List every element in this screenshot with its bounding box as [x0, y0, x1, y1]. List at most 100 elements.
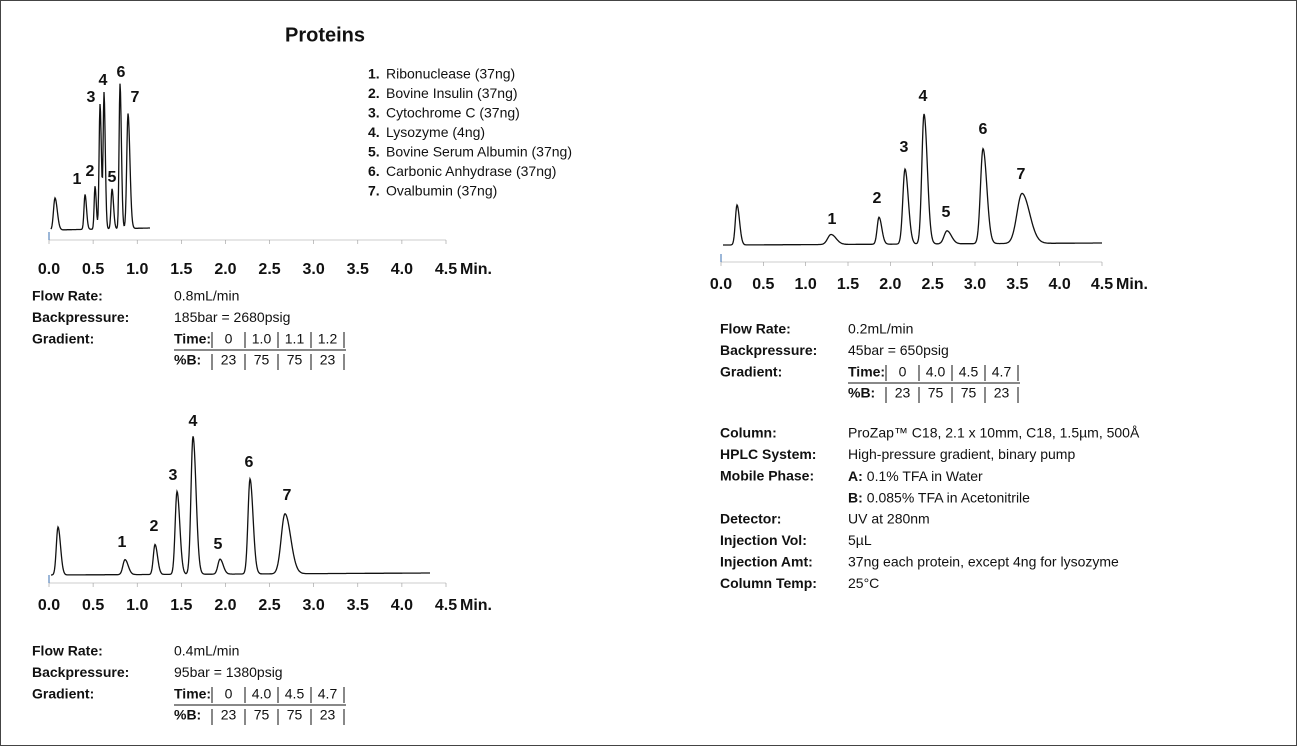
- peak-label: 3: [169, 467, 178, 484]
- detail-label: HPLC System:: [720, 446, 816, 462]
- condition-value: 0.2mL/min: [848, 321, 913, 337]
- gradient-time: 4.0: [926, 364, 946, 380]
- detail-label: Column Temp:: [720, 575, 817, 591]
- condition-label: Backpressure:: [720, 342, 817, 358]
- x-tick-label: 0.5: [82, 597, 104, 614]
- x-tick-label: 2.0: [879, 276, 901, 293]
- condition-value: 185bar = 2680psig: [174, 309, 290, 325]
- legend-name: Cytochrome C (37ng): [386, 105, 520, 121]
- condition-label: Gradient:: [720, 364, 782, 380]
- x-axis-unit: Min.: [460, 261, 492, 278]
- gradient-time-label: Time:: [848, 364, 885, 380]
- gradient-time: 4.5: [959, 364, 979, 380]
- condition-label: Gradient:: [32, 331, 94, 347]
- x-tick-label: 0.0: [38, 261, 60, 278]
- legend-name: Ribonuclease (37ng): [386, 66, 515, 82]
- gradient-time: 4.5: [285, 686, 305, 702]
- peak-label: 7: [283, 487, 292, 504]
- gradient-time: 1.2: [318, 331, 338, 347]
- legend-name: Lysozyme (4ng): [386, 124, 485, 140]
- detail-label: Detector:: [720, 511, 781, 527]
- peak-label: 3: [87, 89, 96, 106]
- detail-value: 25°C: [848, 575, 879, 591]
- peak-label: 1: [73, 171, 82, 188]
- detail-label: Injection Amt:: [720, 554, 813, 570]
- gradient-b: 23: [895, 385, 911, 401]
- gradient-b: 23: [994, 385, 1010, 401]
- gradient-time: 1.0: [252, 331, 272, 347]
- detail-prefix: B:: [848, 489, 863, 505]
- peak-label: 6: [245, 454, 254, 471]
- detail-value: B: 0.085% TFA in Acetonitrile: [848, 489, 1030, 505]
- gradient-time-label: Time:: [174, 686, 211, 702]
- gradient-b: 75: [254, 352, 270, 368]
- gradient-time: 0: [899, 364, 907, 380]
- peak-label: 2: [86, 163, 95, 180]
- condition-label: Flow Rate:: [32, 288, 103, 304]
- detail-label: Mobile Phase:: [720, 468, 814, 484]
- peak-label: 6: [979, 121, 988, 138]
- x-tick-label: 2.5: [258, 261, 280, 278]
- x-axis-unit: Min.: [1116, 276, 1148, 293]
- x-tick-label: 2.5: [258, 597, 280, 614]
- detail-text: 0.085% TFA in Acetonitrile: [867, 489, 1030, 505]
- x-tick-label: 3.5: [347, 261, 369, 278]
- x-tick-label: 0.5: [82, 261, 104, 278]
- x-tick-label: 4.0: [391, 597, 413, 614]
- x-tick-label: 0.5: [752, 276, 774, 293]
- legend-name: Ovalbumin (37ng): [386, 183, 497, 199]
- condition-label: Backpressure:: [32, 309, 129, 325]
- gradient-time-label: Time:: [174, 331, 211, 347]
- peak-label: 3: [900, 139, 909, 156]
- detail-value: ProZap™ C18, 2.1 x 10mm, C18, 1.5µm, 500…: [848, 425, 1140, 441]
- x-tick-label: 3.0: [303, 261, 325, 278]
- legend-number: 4.: [368, 124, 380, 140]
- detail-label: Column:: [720, 425, 777, 441]
- gradient-b: 75: [961, 385, 977, 401]
- peak-label: 4: [99, 72, 108, 89]
- chromatogram-trace: [51, 436, 430, 576]
- gradient-time: 0: [225, 686, 233, 702]
- gradient-b: 75: [254, 707, 270, 723]
- legend-name: Carbonic Anhydrase (37ng): [386, 163, 556, 179]
- peak-label: 5: [108, 169, 117, 186]
- condition-label: Flow Rate:: [32, 643, 103, 659]
- gradient-b: 23: [320, 707, 336, 723]
- detail-text: 0.1% TFA in Water: [867, 468, 983, 484]
- legend-name: Bovine Insulin (37ng): [386, 85, 518, 101]
- x-tick-label: 2.0: [214, 261, 236, 278]
- detail-value: UV at 280nm: [848, 511, 930, 527]
- x-tick-label: 4.5: [435, 597, 457, 614]
- x-tick-label: 2.0: [214, 597, 236, 614]
- detail-value: 37ng each protein, except 4ng for lysozy…: [848, 554, 1119, 570]
- gradient-time: 4.7: [318, 686, 338, 702]
- gradient-time: 4.7: [992, 364, 1012, 380]
- condition-value: 45bar = 650psig: [848, 342, 949, 358]
- gradient-time: 1.1: [285, 331, 305, 347]
- peak-label: 7: [131, 89, 140, 106]
- x-tick-label: 2.5: [922, 276, 944, 293]
- gradient-time: 0: [225, 331, 233, 347]
- detail-prefix: A:: [848, 468, 863, 484]
- x-tick-label: 4.0: [391, 261, 413, 278]
- condition-value: 95bar = 1380psig: [174, 664, 283, 680]
- legend-number: 6.: [368, 163, 380, 179]
- condition-label: Flow Rate:: [720, 321, 791, 337]
- condition-label: Gradient:: [32, 686, 94, 702]
- legend-number: 5.: [368, 144, 380, 160]
- x-tick-label: 0.0: [38, 597, 60, 614]
- gradient-b: 75: [928, 385, 944, 401]
- gradient-b: 75: [287, 352, 303, 368]
- x-tick-label: 4.0: [1049, 276, 1071, 293]
- gradient-b: 23: [320, 352, 336, 368]
- title: Proteins: [285, 24, 365, 46]
- peak-label: 5: [214, 536, 223, 553]
- detail-label: Injection Vol:: [720, 532, 807, 548]
- peak-label: 5: [942, 204, 951, 221]
- gradient-b: 75: [287, 707, 303, 723]
- peak-label: 1: [118, 534, 127, 551]
- condition-label: Backpressure:: [32, 664, 129, 680]
- peak-label: 4: [919, 88, 928, 105]
- x-tick-label: 3.0: [964, 276, 986, 293]
